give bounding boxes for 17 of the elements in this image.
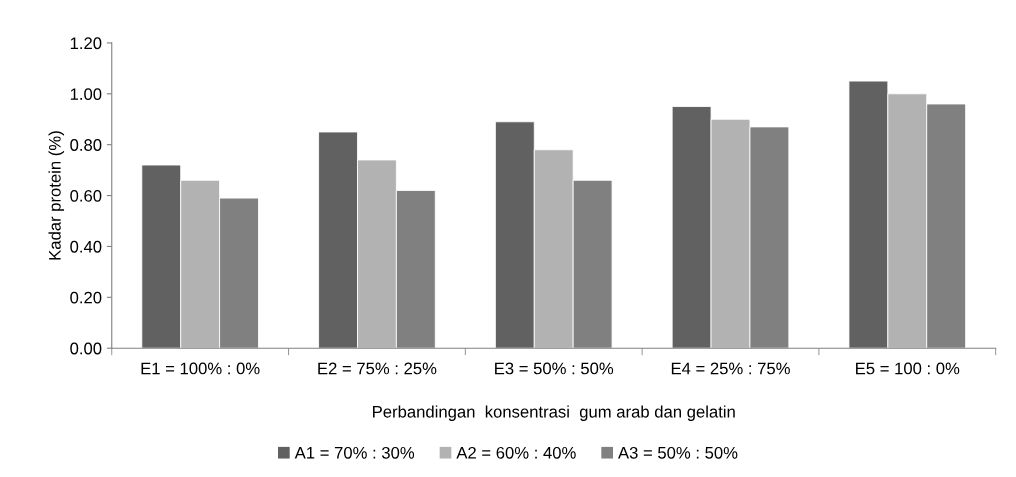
legend-label: A1 = 70% : 30% <box>294 446 415 459</box>
y-tick-label: 0.80 <box>70 139 102 151</box>
y-axis-title: Kadar protein (%) <box>48 131 65 260</box>
y-tick-label: 0.60 <box>70 189 102 202</box>
x-tick-label: E3 = 50% : 50% <box>495 362 614 375</box>
y-tick-label: 0.00 <box>70 342 102 355</box>
x-axis-title: Perbandingan konsentrasi gum arab dan gelatin <box>373 405 735 421</box>
y-tick-label: 1.00 <box>70 88 102 101</box>
x-tick-label: E2 = 75% : 25% <box>318 362 437 375</box>
x-tick-label: E4 = 25% : 75% <box>671 362 790 375</box>
y-tick-label: 0.20 <box>70 291 102 304</box>
y-tick-label: 1.20 <box>70 37 102 50</box>
x-tick-label: E5 = 100 : 0% <box>856 362 960 375</box>
legend-label: A2 = 60% : 40% <box>456 446 576 459</box>
y-tick-label: 0.40 <box>70 240 102 253</box>
legend-label: A3 = 50% : 50% <box>618 446 738 459</box>
x-tick-label: E1 = 100% : 0% <box>141 362 260 375</box>
